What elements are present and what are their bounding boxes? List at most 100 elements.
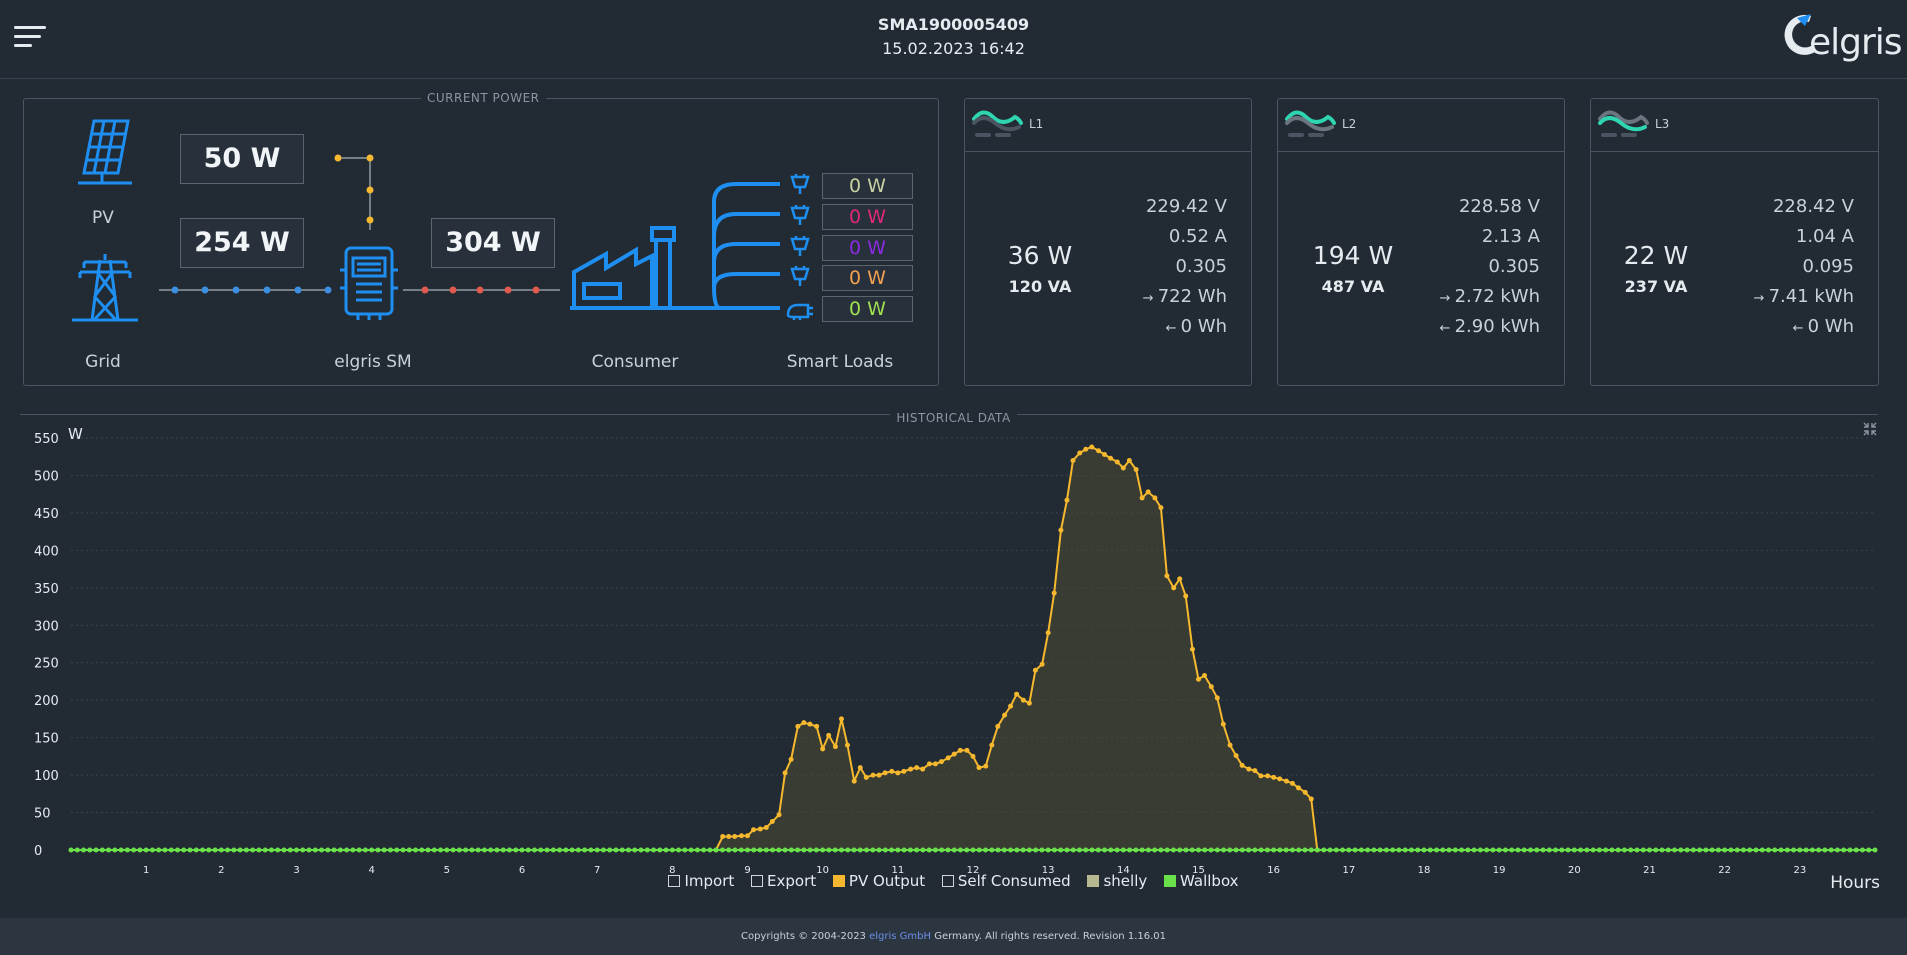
pv-point (1295, 785, 1301, 791)
pv-point (1158, 505, 1164, 511)
wallbox-point (500, 847, 506, 853)
wallbox-point (1502, 847, 1508, 853)
x-tick-label: 17 (1342, 865, 1355, 876)
x-tick-label: 2 (218, 865, 224, 876)
wallbox-point (212, 847, 218, 853)
wallbox-point (1402, 847, 1408, 853)
solar-panel-icon (78, 119, 132, 185)
x-tick-label: 7 (594, 865, 600, 876)
legend-item-export[interactable]: Export (751, 872, 816, 890)
phase-panel-l3[interactable]: L3 22 W 237 VA 228.42 V 1.04 A 0.095 → 7… (1590, 98, 1879, 386)
pv-point (1196, 676, 1201, 682)
wallbox-point (68, 847, 74, 853)
x-tick-label: 19 (1493, 865, 1506, 876)
wallbox-point (1490, 847, 1496, 853)
y-tick-label: 500 (34, 469, 59, 484)
wallbox-point (81, 847, 87, 853)
wallbox-point (688, 847, 694, 853)
wallbox-point (1853, 847, 1859, 853)
pv-point (1089, 444, 1095, 450)
wallbox-point (400, 847, 406, 853)
pv-point (1026, 700, 1032, 706)
legend-swatch (1087, 875, 1100, 887)
x-tick-label: 18 (1418, 865, 1431, 876)
company-link[interactable]: elgris GmbH (869, 931, 932, 942)
y-tick-label: 100 (34, 769, 59, 784)
wallbox-point (1302, 847, 1308, 853)
grid-flow-dot (324, 286, 332, 294)
legend-item-pv-output[interactable]: PV Output (832, 872, 925, 890)
phase-panel-l1[interactable]: L1 36 W 120 VA 229.42 V 0.52 A 0.305 → 7… (964, 98, 1252, 386)
pv-point (1202, 672, 1208, 678)
collapse-icon[interactable] (1862, 421, 1878, 437)
pv-point (1102, 451, 1108, 457)
pv-point (1227, 742, 1233, 748)
pv-point (1114, 459, 1120, 465)
wallbox-point (1058, 847, 1064, 853)
wallbox-point (1690, 847, 1696, 853)
legend-item-shelly[interactable]: shelly (1087, 872, 1147, 890)
pv-point (976, 765, 982, 771)
wallbox-point (1628, 847, 1634, 853)
meter-label: elgris SM (334, 352, 412, 372)
hamburger-menu-icon[interactable] (14, 26, 46, 50)
import-arrow-icon: → (1753, 291, 1769, 306)
pv-point (1189, 646, 1195, 652)
grid-flow-dot (263, 286, 271, 294)
wallbox-point (1665, 847, 1671, 853)
pv-point (1302, 789, 1308, 795)
wallbox-point (1434, 847, 1440, 853)
wallbox-point (1308, 847, 1314, 853)
plug-icon (790, 174, 810, 194)
wallbox-point (1114, 847, 1120, 853)
y-tick-label: 50 (34, 807, 51, 822)
elgris-logo[interactable]: elgris (1777, 10, 1903, 68)
legend-item-import[interactable]: Import (668, 872, 734, 890)
wallbox-point (1346, 847, 1352, 853)
wallbox-point (901, 847, 907, 853)
ev-charger-icon (786, 303, 813, 320)
consumer-power-value: 304 W (431, 218, 555, 268)
factory-icon (570, 226, 688, 310)
pv-flow-dot (366, 216, 374, 224)
wallbox-point (719, 847, 725, 853)
wallbox-point (569, 847, 575, 853)
wallbox-point (1527, 847, 1533, 853)
wallbox-point (1803, 847, 1809, 853)
wallbox-point (1697, 847, 1703, 853)
wallbox-point (1070, 847, 1076, 853)
wallbox-point (1321, 847, 1327, 853)
wallbox-point (262, 847, 268, 853)
phase-panel-l2[interactable]: L2 194 W 487 VA 228.58 V 2.13 A 0.305 → … (1277, 98, 1565, 386)
wallbox-point (625, 847, 631, 853)
x-tick-label: 6 (519, 865, 525, 876)
wallbox-point (419, 847, 425, 853)
plug-icon (790, 205, 810, 225)
legend-item-wallbox[interactable]: Wallbox (1164, 872, 1239, 890)
wallbox-point (1239, 847, 1245, 853)
current-power-title: CURRENT POWER (421, 91, 546, 105)
pv-point (1265, 773, 1271, 779)
wallbox-point (525, 847, 531, 853)
wallbox-point (926, 847, 932, 853)
wallbox-point (1740, 847, 1746, 853)
wallbox-point (763, 847, 769, 853)
wallbox-point (1408, 847, 1414, 853)
x-tick-label: 23 (1793, 865, 1806, 876)
wallbox-point (864, 847, 870, 853)
wallbox-point (99, 847, 105, 853)
pv-point (1083, 446, 1089, 452)
wallbox-point (425, 847, 431, 853)
pv-point (957, 747, 963, 753)
wallbox-point (225, 847, 231, 853)
wallbox-point (438, 847, 444, 853)
wallbox-point (914, 847, 920, 853)
legend-item-self-consumed[interactable]: Self Consumed (941, 872, 1071, 890)
x-tick-label: 8 (669, 865, 675, 876)
wallbox-point (149, 847, 155, 853)
wallbox-point (1659, 847, 1665, 853)
wallbox-point (488, 847, 494, 853)
pv-point (938, 759, 944, 765)
phase-power-factor: 0.095 (1802, 256, 1854, 277)
